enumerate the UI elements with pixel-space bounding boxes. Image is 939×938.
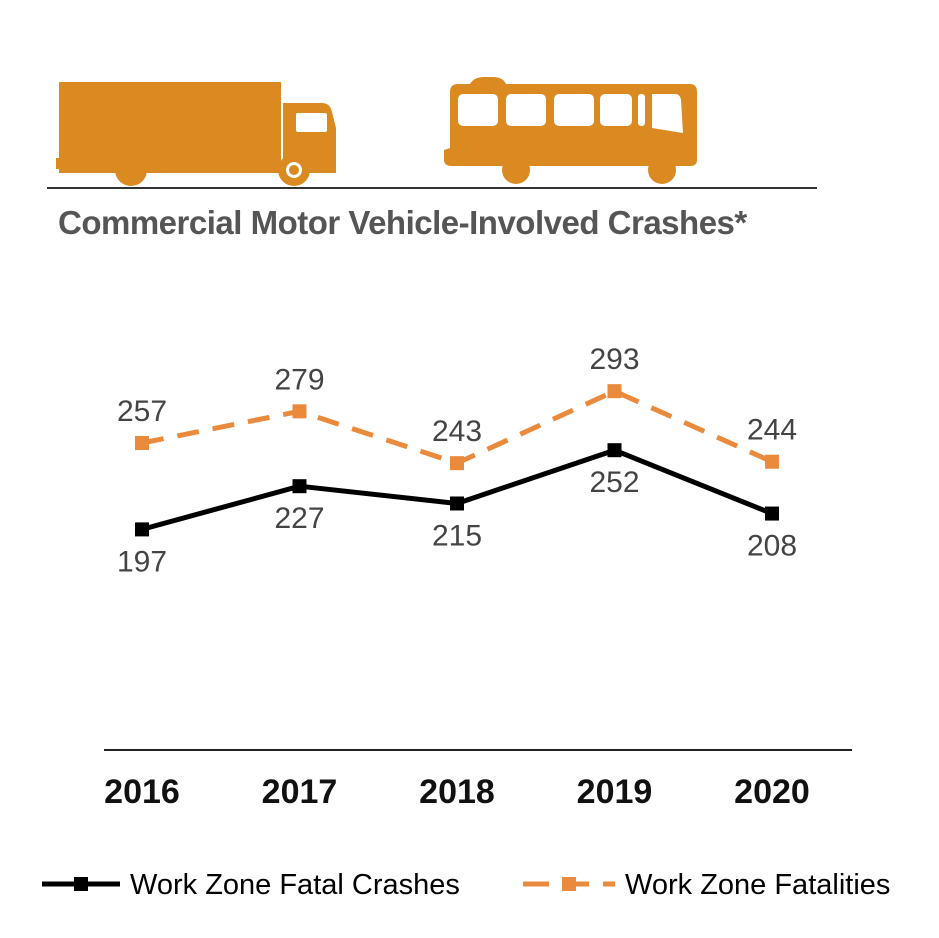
bus-icon <box>444 77 697 184</box>
truck-icon <box>56 82 336 186</box>
data-point-work-zone-fatalities <box>292 404 307 419</box>
data-point-work-zone-fatalities <box>765 454 779 469</box>
data-point-work-zone-fatal-crashes <box>765 506 779 521</box>
x-tick-label: 2017 <box>262 773 338 811</box>
legend-marker-fatalities <box>562 877 576 891</box>
data-label-work-zone-fatal-crashes: 197 <box>117 545 167 578</box>
data-point-work-zone-fatalities <box>607 384 622 399</box>
data-point-work-zone-fatal-crashes <box>450 496 464 511</box>
data-point-work-zone-fatal-crashes <box>135 522 149 537</box>
legend-marker-fatal-crashes <box>74 877 88 891</box>
x-tick-label: 2016 <box>104 773 180 811</box>
data-label-work-zone-fatalities: 293 <box>589 343 639 376</box>
data-label-work-zone-fatalities: 244 <box>747 414 797 447</box>
legend-item-fatalities: Work Zone Fatalities <box>523 869 890 901</box>
x-tick-label: 2020 <box>734 773 810 811</box>
data-label-work-zone-fatal-crashes: 215 <box>432 519 482 552</box>
data-label-work-zone-fatalities: 257 <box>117 395 167 428</box>
data-point-work-zone-fatal-crashes <box>607 443 622 458</box>
data-label-work-zone-fatalities: 243 <box>432 415 482 448</box>
legend-item-fatal-crashes: Work Zone Fatal Crashes <box>42 869 460 901</box>
legend-label-fatalities: Work Zone Fatalities <box>625 869 890 901</box>
chart-title: Commercial Motor Vehicle-Involved Crashe… <box>58 204 747 241</box>
data-label-work-zone-fatal-crashes: 252 <box>589 466 639 499</box>
plot-area: 197 227 215 252 208 257 279 243 293 244 <box>117 343 797 578</box>
x-tick-label: 2018 <box>419 773 495 811</box>
data-point-work-zone-fatalities <box>450 456 464 471</box>
data-label-work-zone-fatal-crashes: 227 <box>274 502 324 535</box>
data-label-work-zone-fatalities: 279 <box>274 363 324 396</box>
x-axis-ticks: 2016 2017 2018 2019 2020 <box>104 773 810 811</box>
data-point-work-zone-fatalities <box>135 436 149 450</box>
x-tick-label: 2019 <box>577 773 653 811</box>
legend-label-fatal-crashes: Work Zone Fatal Crashes <box>130 869 460 901</box>
legend: Work Zone Fatal Crashes Work Zone Fatali… <box>42 869 890 901</box>
data-point-work-zone-fatal-crashes <box>292 479 307 494</box>
data-label-work-zone-fatal-crashes: 208 <box>747 530 797 563</box>
